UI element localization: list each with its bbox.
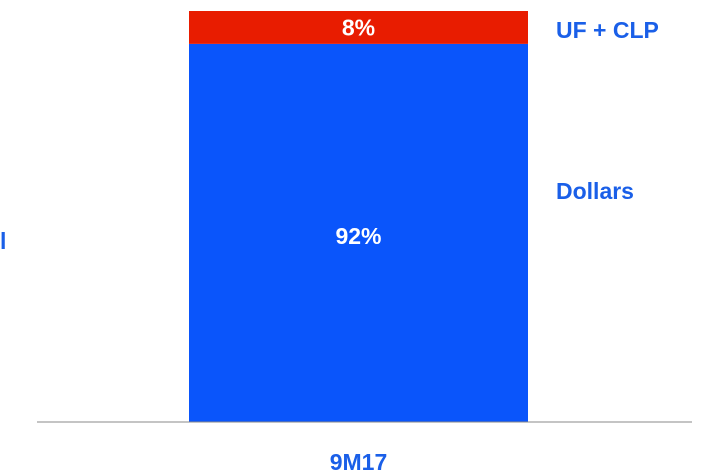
x-tick-label: 9M17 (330, 449, 388, 474)
value-label: 8% (342, 15, 375, 41)
legend-label: Dollars (556, 178, 634, 204)
annotation: l (0, 228, 6, 254)
bar-segment (189, 11, 528, 44)
bar-segment (189, 43, 528, 422)
value-label: 92% (335, 223, 381, 249)
legend-label: UF + CLP (556, 17, 659, 43)
